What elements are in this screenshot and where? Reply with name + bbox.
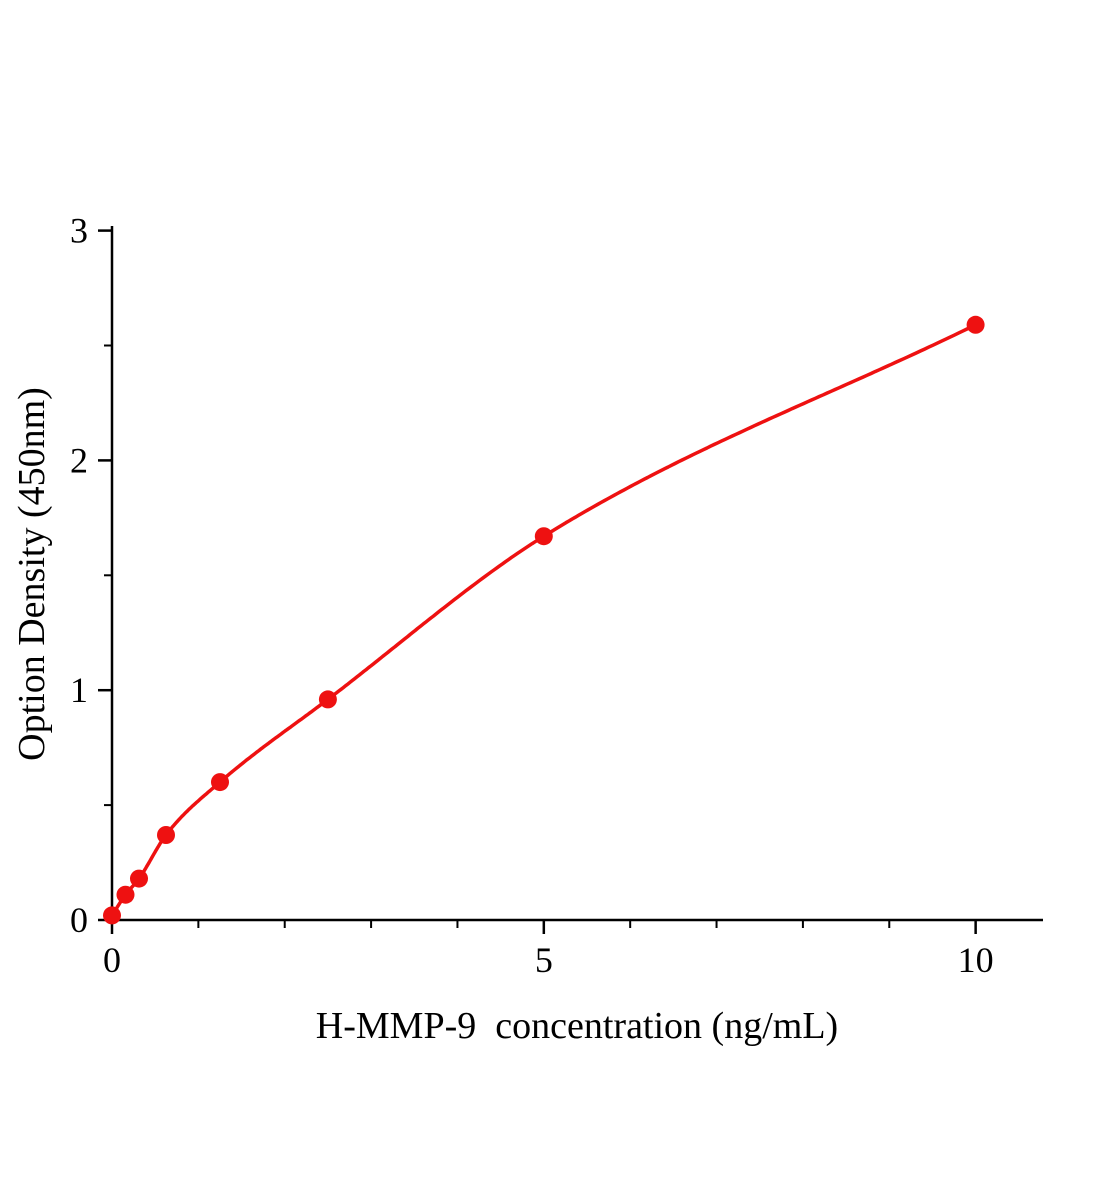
x-tick-label: 10 xyxy=(958,940,994,980)
data-point xyxy=(966,315,985,334)
y-tick-label: 1 xyxy=(70,670,88,710)
y-tick-label: 3 xyxy=(70,211,88,251)
data-point xyxy=(534,527,553,546)
x-tick-label: 0 xyxy=(103,940,121,980)
data-point xyxy=(116,885,135,904)
data-point xyxy=(103,906,121,925)
y-axis-label: Option Density (450nm) xyxy=(11,387,53,761)
data-point xyxy=(130,869,148,888)
data-point xyxy=(318,690,337,709)
data-point xyxy=(157,826,175,844)
x-axis-label: H-MMP-9 concentration (ng/mL) xyxy=(316,1005,838,1047)
fitted-curve xyxy=(110,323,978,918)
x-tick-label: 5 xyxy=(535,940,553,980)
y-tick-label: 0 xyxy=(70,900,88,940)
y-tick-label: 2 xyxy=(70,440,88,480)
data-point xyxy=(211,773,229,792)
